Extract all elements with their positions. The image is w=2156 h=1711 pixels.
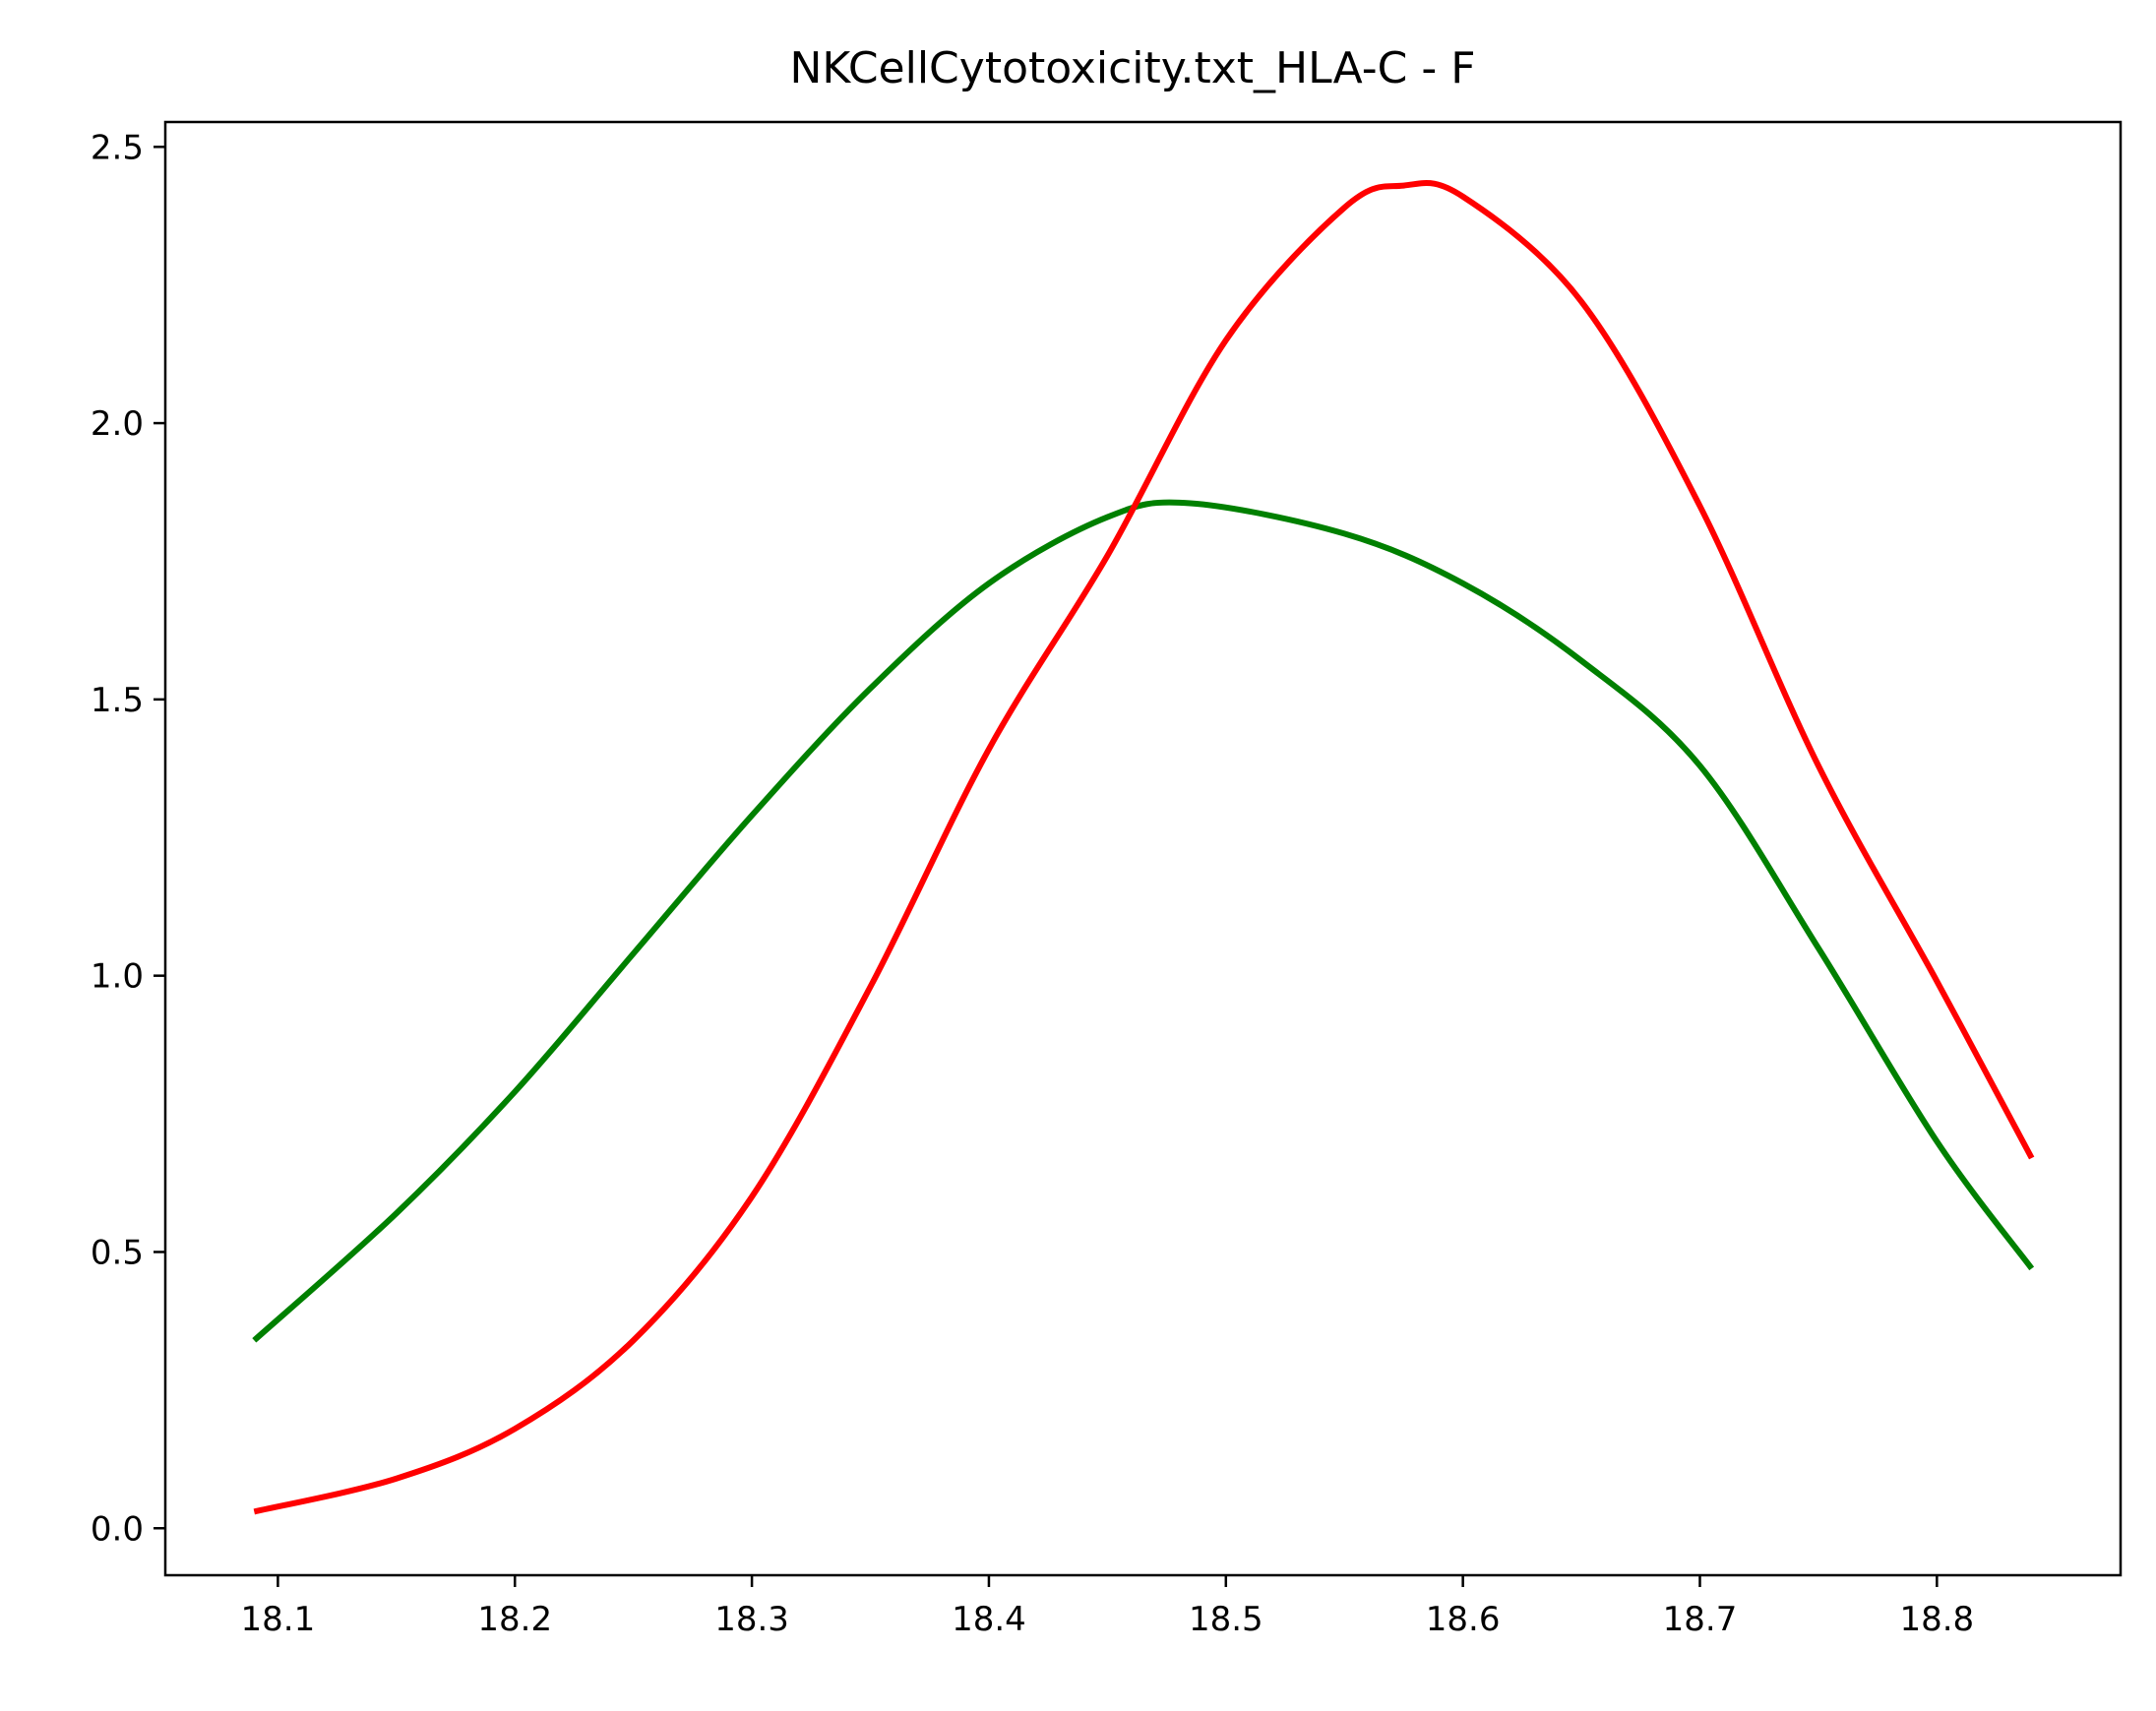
x-tick-label: 18.5 [1189, 1600, 1263, 1639]
x-tick-label: 18.3 [714, 1600, 789, 1639]
y-tick-label: 2.5 [91, 128, 144, 167]
plot-frame [163, 120, 2123, 1577]
y-tick-label: 0.5 [91, 1233, 144, 1272]
y-tick-label: 2.0 [91, 404, 144, 444]
x-tick-label: 18.8 [1899, 1600, 1974, 1639]
chart-title: NKCellCytotoxicity.txt_HLA-C - F [789, 43, 1475, 93]
x-tick-label: 18.2 [477, 1600, 552, 1639]
series-line-2 [253, 180, 2035, 1515]
x-tick-label: 18.4 [952, 1600, 1026, 1639]
y-tick-label: 1.5 [91, 681, 144, 720]
y-tick-label: 1.0 [91, 957, 144, 997]
x-axis-ticks: 18.1 18.2 18.3 18.4 18.5 18.6 18.7 18.8 [241, 1575, 1974, 1639]
y-tick-label: 0.0 [91, 1509, 144, 1549]
plot-marks [252, 180, 2035, 1515]
x-tick-label: 18.6 [1426, 1600, 1501, 1639]
x-tick-label: 18.1 [241, 1600, 316, 1639]
x-tick-label: 18.7 [1663, 1600, 1738, 1639]
y-axis-ticks: 0.0 0.5 1.0 1.5 2.0 2.5 [91, 128, 165, 1549]
series-line-1 [252, 499, 2035, 1343]
